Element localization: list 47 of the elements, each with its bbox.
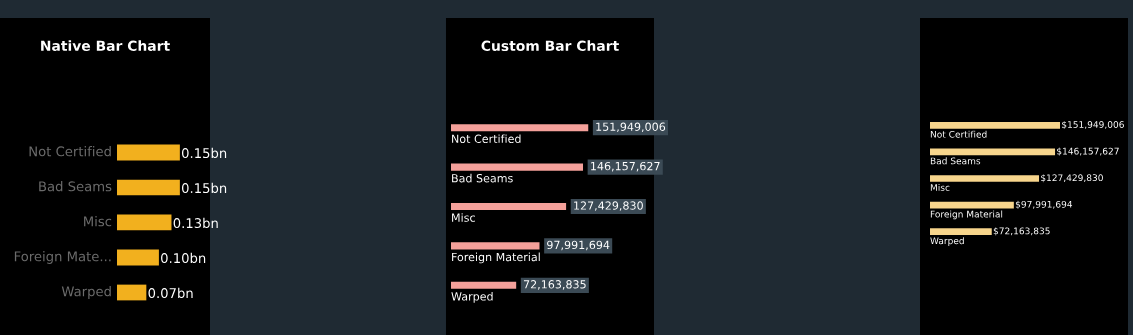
- data-label: 0.10bn: [161, 252, 206, 264]
- y-tick-label: Misc: [84, 216, 112, 227]
- y-tick-label: Bad Seams: [930, 157, 981, 165]
- data-label: 0.15bn: [181, 147, 227, 159]
- y-tick-label: Misc: [452, 213, 475, 222]
- data-label: 146,157,627: [591, 161, 660, 172]
- bar: [117, 214, 172, 231]
- bar: [930, 148, 1056, 156]
- y-tick-label: Foreign Material: [930, 210, 1003, 220]
- data-label: 72,163,835: [523, 280, 586, 290]
- data-label: 127,429,830: [574, 201, 643, 211]
- data-label: 0.13bn: [173, 217, 218, 229]
- chart-title: Custom Bar Chart: [481, 40, 619, 52]
- y-tick-label: Not Certified: [452, 134, 521, 143]
- data-label: $97,991,694: [1015, 200, 1073, 209]
- bar: [117, 144, 180, 161]
- data-label: $72,163,835: [993, 227, 1050, 236]
- bar: [117, 284, 147, 301]
- data-label: 97,991,694: [547, 240, 610, 251]
- data-label: $146,157,627: [1057, 147, 1119, 156]
- bar: [451, 202, 567, 211]
- data-label: 0.15bn: [181, 182, 227, 194]
- bar: [451, 163, 584, 171]
- bar: [451, 242, 540, 250]
- y-tick-label: Warped: [61, 286, 111, 299]
- y-tick-label: Not Certified: [930, 130, 987, 138]
- y-tick-label: Not Certified: [29, 146, 111, 157]
- y-tick-label: Bad Seams: [39, 181, 112, 192]
- bar: [117, 249, 159, 266]
- chart-title: Native Bar Chart: [41, 40, 170, 52]
- bar: [451, 124, 589, 132]
- bar: [930, 121, 1060, 129]
- data-label: $151,949,006: [1062, 120, 1124, 130]
- bar: [930, 201, 1014, 209]
- y-tick-label: Misc: [930, 183, 950, 191]
- bar: [930, 175, 1040, 182]
- y-tick-label: Warped: [451, 292, 493, 303]
- bar: [451, 281, 517, 289]
- data-label: 151,949,006: [596, 122, 666, 133]
- y-tick-label: Foreign Material: [452, 252, 540, 264]
- bar: [117, 179, 180, 196]
- y-tick-label: Bad Seams: [452, 173, 513, 183]
- data-label: $127,429,830: [1041, 174, 1103, 183]
- y-tick-label: Warped: [930, 237, 964, 246]
- bar: [930, 228, 992, 236]
- y-tick-label: Foreign Mate...: [14, 251, 111, 264]
- data-label: 0.07bn: [148, 287, 193, 299]
